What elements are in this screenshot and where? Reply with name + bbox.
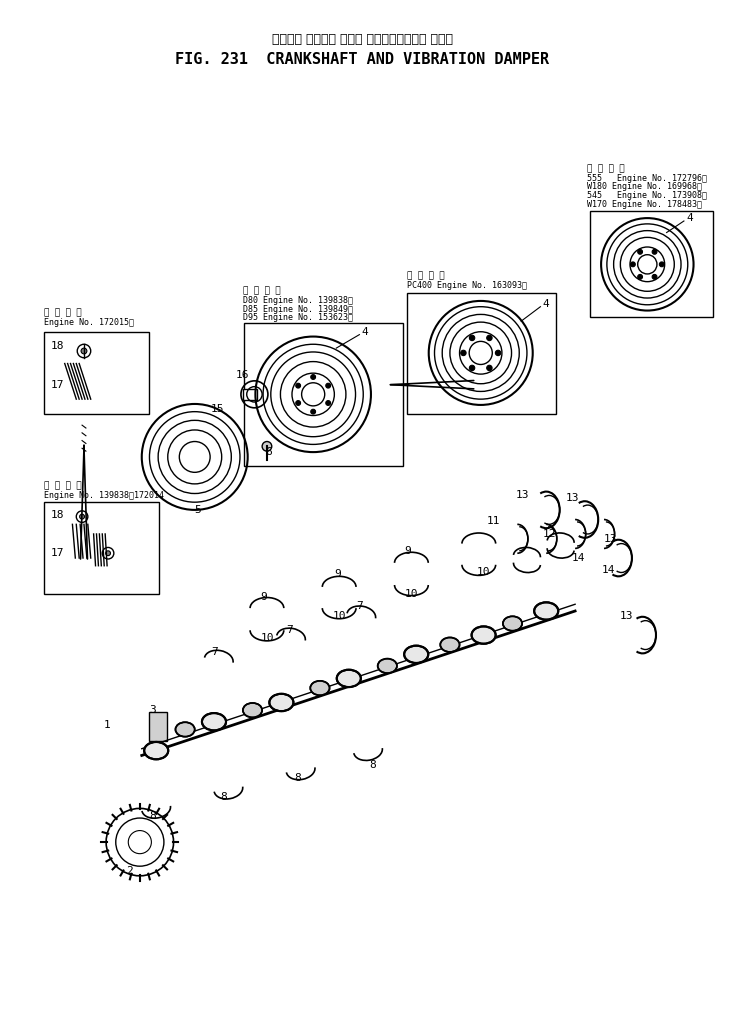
Text: 8: 8: [294, 773, 300, 783]
Bar: [243, 388, 258, 401]
Text: 適 用 号 機: 適 用 号 機: [44, 308, 81, 317]
Text: 1: 1: [103, 720, 110, 730]
Bar: [44, 502, 159, 593]
Text: Engine No. 172015～: Engine No. 172015～: [44, 318, 134, 327]
Circle shape: [469, 336, 475, 341]
Bar: [590, 211, 713, 317]
Circle shape: [81, 348, 87, 354]
Bar: [150, 712, 167, 741]
Circle shape: [325, 383, 331, 388]
Ellipse shape: [472, 627, 496, 644]
Circle shape: [325, 401, 331, 406]
Text: クランク シャフト および バイブレーション ダンパ: クランク シャフト および バイブレーション ダンパ: [272, 33, 453, 47]
Text: 適 用 号 機: 適 用 号 機: [407, 272, 444, 281]
Ellipse shape: [337, 669, 361, 687]
Text: D85 Engine No. 139849～: D85 Engine No. 139849～: [243, 304, 353, 313]
Circle shape: [495, 350, 501, 356]
Text: 15: 15: [211, 404, 224, 414]
Text: 12: 12: [542, 529, 556, 539]
Circle shape: [486, 336, 492, 341]
Text: 16: 16: [236, 370, 249, 380]
Text: 545   Engine No. 173908～: 545 Engine No. 173908～: [587, 191, 707, 200]
Text: 5: 5: [195, 505, 201, 515]
Text: FIG. 231  CRANKSHAFT AND VIBRATION DAMPER: FIG. 231 CRANKSHAFT AND VIBRATION DAMPER: [175, 52, 549, 67]
Text: D80 Engine No. 139838～: D80 Engine No. 139838～: [243, 296, 353, 305]
Text: 6: 6: [265, 447, 272, 457]
Circle shape: [80, 514, 84, 519]
Text: 14: 14: [571, 553, 584, 563]
Circle shape: [638, 275, 643, 279]
Circle shape: [311, 374, 316, 379]
Text: 適 用 号 機: 適 用 号 機: [587, 164, 624, 173]
Text: 3: 3: [150, 705, 156, 715]
Text: W180 Engine No. 169968～: W180 Engine No. 169968～: [587, 183, 702, 192]
Circle shape: [469, 365, 475, 371]
Text: 13: 13: [515, 491, 529, 501]
Circle shape: [311, 410, 316, 414]
Bar: [407, 293, 556, 414]
Text: 7: 7: [211, 647, 218, 657]
Circle shape: [296, 383, 300, 388]
Text: 10: 10: [261, 633, 274, 643]
Text: 4: 4: [362, 327, 368, 337]
Text: 17: 17: [50, 549, 63, 559]
Circle shape: [652, 275, 657, 279]
Text: 555   Engine No. 172796～: 555 Engine No. 172796～: [587, 173, 707, 183]
Text: 8: 8: [221, 792, 227, 802]
Text: 9: 9: [334, 570, 341, 579]
Text: 8: 8: [369, 760, 376, 770]
Text: 7: 7: [356, 601, 363, 611]
Text: 18: 18: [50, 341, 63, 351]
Text: 13: 13: [619, 610, 633, 621]
Text: D95 Engine No. 153623～: D95 Engine No. 153623～: [243, 313, 353, 322]
Circle shape: [296, 401, 300, 406]
Text: 11: 11: [486, 516, 500, 526]
Circle shape: [659, 262, 664, 267]
Ellipse shape: [144, 742, 168, 759]
Circle shape: [262, 441, 272, 451]
Text: 4: 4: [687, 213, 694, 223]
Ellipse shape: [243, 703, 262, 718]
Text: Engine No. 139838～172014: Engine No. 139838～172014: [44, 492, 164, 500]
Circle shape: [106, 551, 111, 556]
Text: 18: 18: [50, 510, 63, 520]
Ellipse shape: [202, 713, 226, 730]
Text: 13: 13: [565, 494, 579, 503]
Text: 17: 17: [50, 379, 63, 389]
Ellipse shape: [441, 638, 460, 652]
Text: 7: 7: [286, 626, 293, 635]
Text: 8: 8: [150, 811, 156, 821]
Text: 9: 9: [261, 591, 267, 601]
Text: 2: 2: [126, 866, 133, 876]
Text: 適 用 号 機: 適 用 号 機: [243, 286, 280, 295]
Bar: [244, 323, 403, 465]
Circle shape: [461, 350, 466, 356]
Ellipse shape: [310, 680, 330, 696]
Text: 適 用 号 機: 適 用 号 機: [44, 482, 81, 491]
Text: W170 Engine No. 178483～: W170 Engine No. 178483～: [587, 200, 702, 209]
Text: PC400 Engine No. 163093～: PC400 Engine No. 163093～: [407, 282, 527, 290]
Bar: [44, 332, 150, 414]
Text: 10: 10: [477, 568, 490, 578]
Ellipse shape: [534, 602, 558, 620]
Ellipse shape: [404, 646, 428, 663]
Circle shape: [486, 365, 492, 371]
Circle shape: [630, 262, 635, 267]
Ellipse shape: [503, 617, 523, 631]
Text: 10: 10: [404, 589, 418, 598]
Ellipse shape: [378, 659, 397, 673]
Text: 13: 13: [604, 533, 618, 544]
Ellipse shape: [176, 722, 195, 736]
Circle shape: [638, 249, 643, 255]
Text: 14: 14: [602, 565, 615, 575]
Ellipse shape: [269, 694, 294, 711]
Text: 4: 4: [542, 299, 549, 309]
Circle shape: [652, 249, 657, 255]
Text: 9: 9: [404, 547, 411, 557]
Text: 10: 10: [332, 610, 346, 621]
